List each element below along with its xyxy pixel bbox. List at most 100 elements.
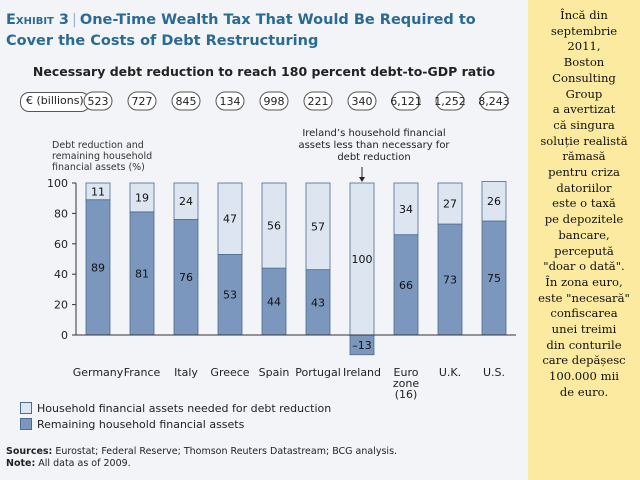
bar-label-needed: 57 xyxy=(311,220,325,233)
sources-note: Sources: Eurostat; Federal Reserve; Thom… xyxy=(6,446,397,470)
x-tick-label: Greece xyxy=(210,366,249,379)
note-text: All data as of 2009. xyxy=(38,458,131,469)
side-note-line: din conturile xyxy=(546,337,622,352)
side-note-line: percepută xyxy=(554,243,614,258)
debt-value: 845 xyxy=(176,95,197,108)
x-tick-label: zone xyxy=(393,377,419,390)
debt-pill xyxy=(259,91,289,111)
debt-pill xyxy=(391,91,421,111)
bar-needed xyxy=(261,182,287,269)
y-axis-label: Debt reduction and remaining household f… xyxy=(52,140,153,173)
x-tick-label: (16) xyxy=(395,388,418,400)
x-tick-label: U.K. xyxy=(439,366,461,379)
legend-swatch-needed xyxy=(20,402,32,414)
side-note-line: pentru criza xyxy=(548,165,620,180)
debt-pill xyxy=(127,91,157,111)
x-tick-label: Portugal xyxy=(295,366,341,379)
bar-needed xyxy=(217,182,243,255)
side-note-line: pe depozitele xyxy=(544,212,624,227)
bar-remaining xyxy=(393,234,419,336)
x-tick-label: Euro xyxy=(394,366,419,379)
exhibit-panel: Exhibit 3 | One-Time Wealth Tax That Would… xyxy=(0,0,528,480)
debt-value: 1,252 xyxy=(434,95,466,108)
side-note-line: confiscarea xyxy=(550,306,618,321)
x-tick-label: Spain xyxy=(259,366,290,379)
debt-value: 8,243 xyxy=(478,95,510,108)
side-note-line: rămasă xyxy=(562,149,606,164)
side-note-line: este "necesară" xyxy=(538,290,630,305)
y-tick-label: 40 xyxy=(54,268,68,281)
side-note-line: Încă din xyxy=(560,8,608,22)
side-note-line: este o taxă xyxy=(552,196,616,211)
bar-label-needed: 11 xyxy=(91,185,105,198)
side-note-line: Group xyxy=(565,86,603,101)
bar-label-needed: 26 xyxy=(487,195,501,208)
side-note-line: care depășesc xyxy=(542,353,626,368)
debt-pill xyxy=(215,91,245,111)
bar-needed xyxy=(173,182,199,220)
bar-label-remaining: 43 xyxy=(311,296,325,309)
bar-label-remaining: 66 xyxy=(399,279,413,292)
bar-label-needed: 24 xyxy=(179,195,193,208)
bar-needed xyxy=(349,182,375,336)
bar-remaining xyxy=(305,269,331,336)
debt-pill xyxy=(171,91,201,111)
side-note-line: datoriilor xyxy=(556,180,612,195)
bar-label-remaining: 89 xyxy=(91,261,105,274)
bar-needed xyxy=(393,182,419,236)
bar-needed xyxy=(305,182,331,271)
side-note-text: Încă din septembrie 2011, Boston Consulting G… xyxy=(532,8,636,401)
legend-swatch-remaining xyxy=(20,418,32,430)
bar-label-needed: 100 xyxy=(352,253,373,266)
debt-value: 998 xyxy=(264,95,285,108)
y-tick-label: 100 xyxy=(47,177,68,190)
bar-label-needed: 27 xyxy=(443,198,457,211)
note-line: Note: All data as of 2009. xyxy=(6,458,397,470)
debt-pill xyxy=(435,91,465,111)
bar-needed xyxy=(481,181,507,222)
debt-value: 221 xyxy=(308,95,329,108)
y-tick-label: 60 xyxy=(54,238,68,251)
bar-label-needed: 34 xyxy=(399,203,413,216)
note-label: Note: xyxy=(6,458,36,469)
ireland-annotation: Ireland’s household financial assets les… xyxy=(298,128,450,163)
debt-pill xyxy=(83,91,113,111)
bar-label-remaining: 81 xyxy=(135,267,149,280)
side-note-line: unei treimi xyxy=(551,322,617,337)
chart-title: Necessary debt reduction to reach 180 pe… xyxy=(32,64,496,79)
y-tick-label: 80 xyxy=(54,207,68,220)
side-note-line: soluție realistă xyxy=(540,133,628,148)
stacked-bar-chart: 0 20 40 60 80 100 523 89 11 Germany 727 81 19 France 8… xyxy=(47,91,516,400)
title-separator: | xyxy=(72,12,77,28)
side-note-line: "doar o dată". xyxy=(543,259,625,274)
y-tick-label: 20 xyxy=(54,299,68,312)
annotation-arrowhead xyxy=(359,177,365,182)
bar-label-remaining: 44 xyxy=(267,296,281,309)
debt-pill xyxy=(479,91,509,111)
debt-value: 523 xyxy=(88,95,109,108)
side-note-line: bancare, xyxy=(558,227,610,242)
bar-label-remaining: 76 xyxy=(179,271,193,284)
debt-value: 727 xyxy=(132,95,153,108)
side-note-line: 2011, xyxy=(567,39,601,54)
debt-pill xyxy=(303,91,333,111)
bar-label-remaining: 75 xyxy=(487,272,501,285)
bar-label-remaining: 73 xyxy=(443,274,457,287)
bar-remaining xyxy=(481,220,507,336)
bar-remaining xyxy=(261,267,287,336)
debt-value: 134 xyxy=(220,95,241,108)
bar-needed xyxy=(129,182,155,213)
sources-line: Sources: Eurostat; Federal Reserve; Thom… xyxy=(6,446,397,458)
legend-label-remaining: Remaining household financial assets xyxy=(37,417,245,431)
bar-label-needed: 19 xyxy=(135,191,149,204)
sources-text: Eurostat; Federal Reserve; Thomson Reute… xyxy=(55,446,398,457)
bar-remaining xyxy=(217,254,243,336)
legend-label-needed: Household financial assets needed for de… xyxy=(37,401,332,415)
sources-label: Sources: xyxy=(6,446,53,457)
side-note-line: 100.000 mii xyxy=(548,369,620,384)
side-note-line: În zona euro, xyxy=(545,274,623,289)
x-tick-label: France xyxy=(124,366,161,379)
side-note-line: a avertizat xyxy=(552,102,616,117)
x-tick-label: Italy xyxy=(174,366,198,379)
debt-value: 6,121 xyxy=(390,95,422,108)
